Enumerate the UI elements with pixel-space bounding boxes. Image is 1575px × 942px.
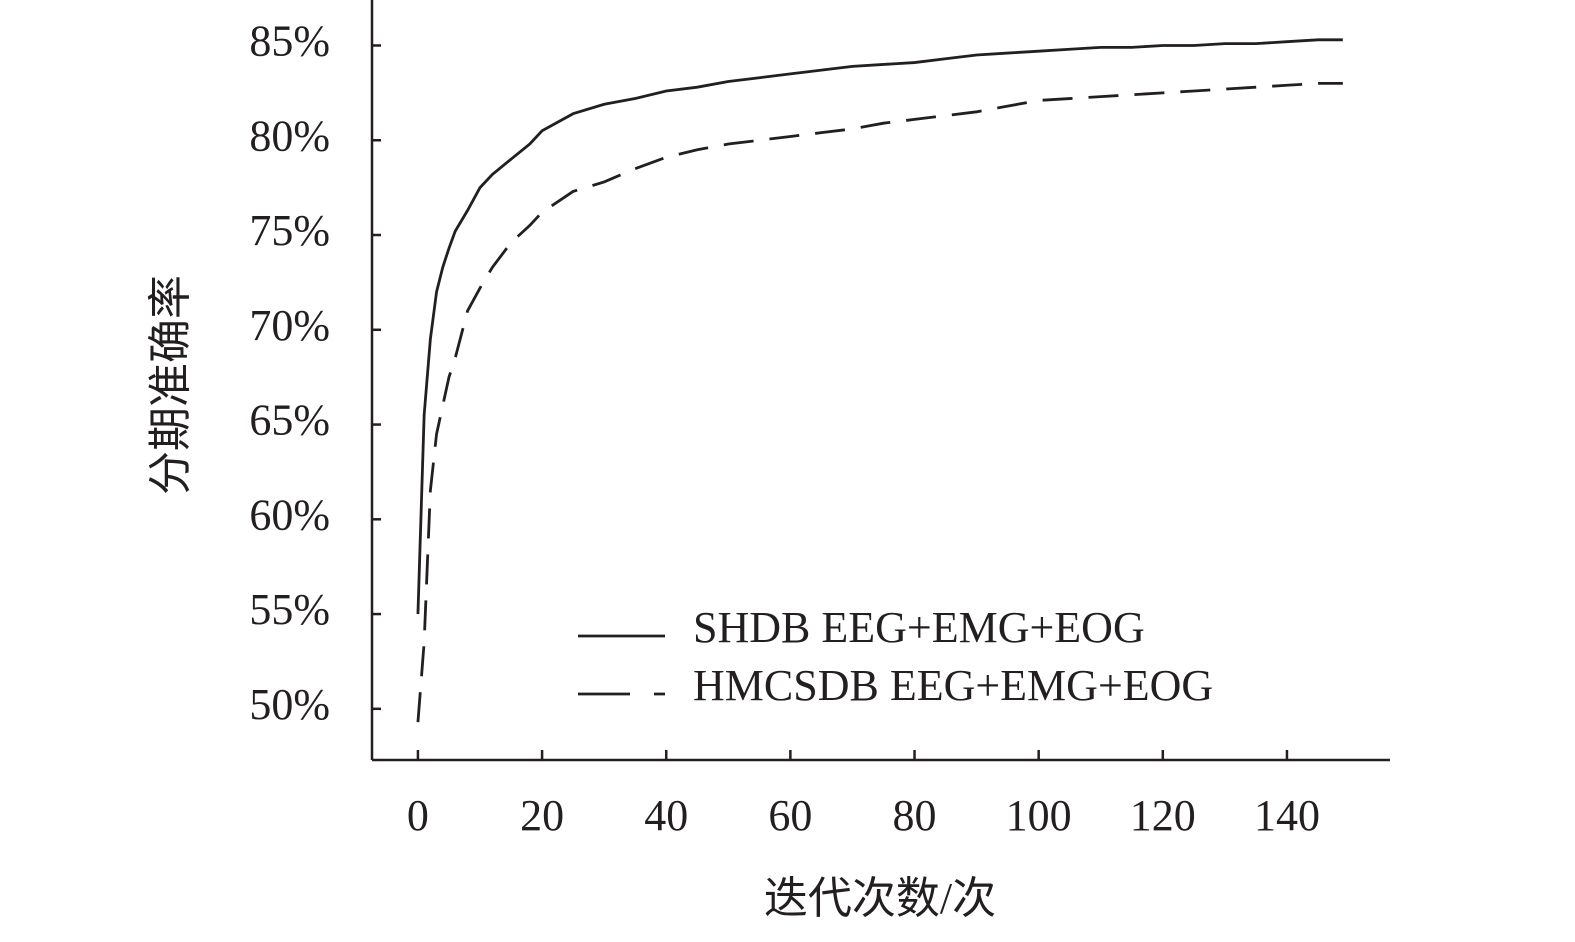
y-tick-label: 70% [249,301,330,350]
x-tick-label: 120 [1130,791,1196,840]
y-tick-label: 50% [249,680,330,729]
y-tick-label: 65% [249,396,330,445]
x-tick-label: 100 [1006,791,1072,840]
series-line [416,38,1343,615]
legend-label: SHDB EEG+EMG+EOG [693,603,1145,652]
x-tick-label: 0 [407,791,429,840]
y-tick-label: 55% [249,585,330,634]
x-axis-title: 迭代次数/次 [764,874,996,923]
x-tick-label: 20 [520,791,564,840]
y-tick-label: 80% [249,111,330,160]
x-tick-label: 140 [1254,791,1320,840]
y-tick-label: 75% [249,206,330,255]
legend-label: HMCSDB EEG+EMG+EOG [693,661,1213,710]
x-tick-label: 80 [893,791,937,840]
series-line [416,81,1343,723]
x-tick-label: 60 [768,791,812,840]
x-tick-label: 40 [644,791,688,840]
y-tick-label: 60% [249,490,330,539]
y-tick-label: 85% [249,17,330,66]
y-axis-title: 分期准确率 [146,275,195,495]
